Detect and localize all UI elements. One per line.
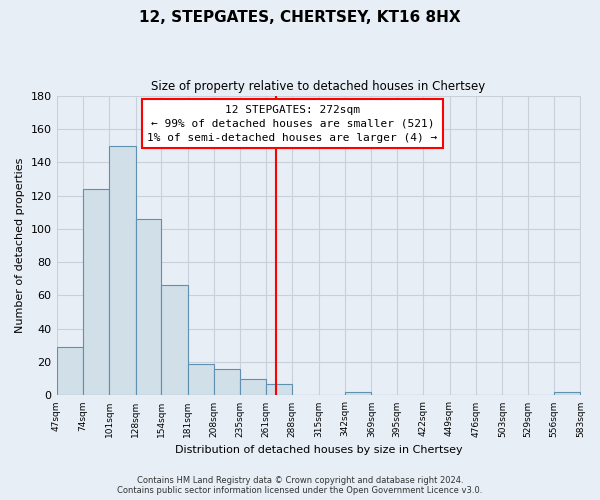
X-axis label: Distribution of detached houses by size in Chertsey: Distribution of detached houses by size … — [175, 445, 463, 455]
Bar — [554, 392, 580, 396]
Bar — [83, 189, 109, 396]
Bar — [109, 146, 136, 396]
Bar — [241, 379, 266, 396]
Bar — [136, 219, 161, 396]
Bar — [188, 364, 214, 396]
Y-axis label: Number of detached properties: Number of detached properties — [15, 158, 25, 333]
Text: Contains HM Land Registry data © Crown copyright and database right 2024.
Contai: Contains HM Land Registry data © Crown c… — [118, 476, 482, 495]
Bar — [56, 347, 83, 396]
Bar — [266, 384, 292, 396]
Text: 12 STEPGATES: 272sqm
← 99% of detached houses are smaller (521)
1% of semi-detac: 12 STEPGATES: 272sqm ← 99% of detached h… — [147, 104, 437, 142]
Bar — [345, 392, 371, 396]
Bar — [161, 286, 188, 396]
Bar — [214, 369, 241, 396]
Title: Size of property relative to detached houses in Chertsey: Size of property relative to detached ho… — [151, 80, 485, 93]
Text: 12, STEPGATES, CHERTSEY, KT16 8HX: 12, STEPGATES, CHERTSEY, KT16 8HX — [139, 10, 461, 25]
